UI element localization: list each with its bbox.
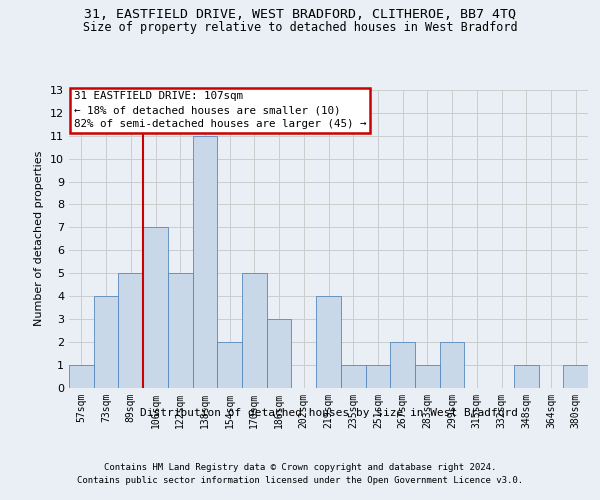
- Bar: [341, 364, 365, 388]
- Bar: [168, 273, 193, 388]
- Bar: [390, 342, 415, 388]
- Text: Distribution of detached houses by size in West Bradford: Distribution of detached houses by size …: [140, 408, 518, 418]
- Bar: [563, 364, 588, 388]
- Text: 31, EASTFIELD DRIVE, WEST BRADFORD, CLITHEROE, BB7 4TQ: 31, EASTFIELD DRIVE, WEST BRADFORD, CLIT…: [84, 8, 516, 20]
- Bar: [514, 364, 539, 388]
- Y-axis label: Number of detached properties: Number of detached properties: [34, 151, 44, 326]
- Bar: [267, 319, 292, 388]
- Bar: [69, 364, 94, 388]
- Bar: [415, 364, 440, 388]
- Bar: [217, 342, 242, 388]
- Text: Contains public sector information licensed under the Open Government Licence v3: Contains public sector information licen…: [77, 476, 523, 485]
- Bar: [440, 342, 464, 388]
- Bar: [193, 136, 217, 388]
- Bar: [365, 364, 390, 388]
- Bar: [242, 273, 267, 388]
- Bar: [143, 228, 168, 388]
- Text: Contains HM Land Registry data © Crown copyright and database right 2024.: Contains HM Land Registry data © Crown c…: [104, 462, 496, 471]
- Bar: [316, 296, 341, 388]
- Bar: [94, 296, 118, 388]
- Bar: [118, 273, 143, 388]
- Text: 31 EASTFIELD DRIVE: 107sqm
← 18% of detached houses are smaller (10)
82% of semi: 31 EASTFIELD DRIVE: 107sqm ← 18% of deta…: [74, 92, 367, 130]
- Text: Size of property relative to detached houses in West Bradford: Size of property relative to detached ho…: [83, 22, 517, 35]
